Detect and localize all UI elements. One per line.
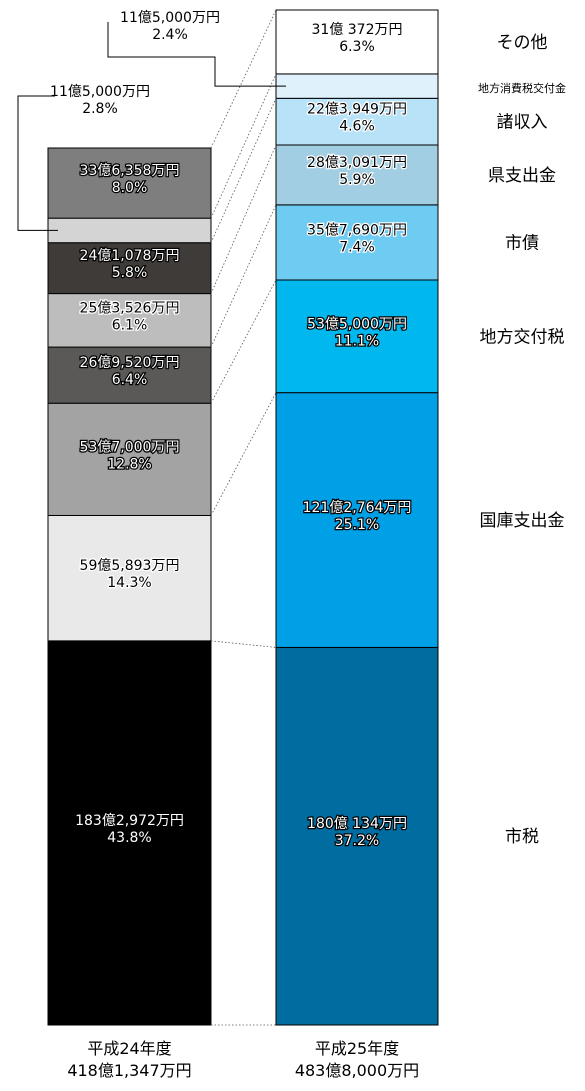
segment-percent: 11.1%	[335, 333, 379, 349]
segment-amount: 26億9,520万円	[80, 355, 180, 371]
segment-percent: 6.1%	[112, 317, 148, 333]
bar-name-label: 平成25年度	[315, 1039, 399, 1058]
category-label-8: その他	[497, 33, 548, 53]
category-label-7: 地方消費税交付金	[478, 81, 566, 95]
bar-segment-2-5	[275, 144, 439, 206]
segment-percent: 2.4%	[152, 27, 188, 43]
segment-data-label: 11億5,000万円 2.8%	[50, 84, 150, 117]
segment-data-label: 183億2,972万円 43.8%	[75, 813, 184, 846]
callout-leader-line	[17, 95, 58, 231]
category-label-3: 地方交付税	[480, 327, 565, 347]
bar-segment-1-6	[47, 242, 212, 295]
bar-segment-1-4	[47, 346, 212, 404]
segment-amount: 22億3,949万円	[307, 102, 407, 118]
bar-segment-2-4	[275, 204, 439, 281]
segment-amount: 121億2,764万円	[303, 500, 412, 516]
segment-percent: 25.1%	[335, 517, 379, 533]
bar-segment-2-8	[275, 9, 439, 75]
segment-amount: 11億5,000万円	[120, 10, 220, 26]
segment-data-label: 31億 372万円 6.3%	[312, 22, 403, 55]
bar-segment-2-1	[275, 646, 439, 1026]
segment-percent: 5.8%	[112, 265, 148, 281]
category-label-5: 県支出金	[488, 166, 556, 186]
segment-data-label: 35億7,690万円 7.4%	[307, 222, 407, 255]
segment-amount: 33億6,358万円	[80, 163, 180, 179]
segment-amount: 183億2,972万円	[75, 813, 184, 829]
segment-percent: 37.2%	[335, 833, 379, 849]
segment-amount: 53億7,000万円	[80, 439, 180, 455]
bar-segment-1-2	[47, 514, 212, 642]
segment-amount: 53億5,000万円	[307, 316, 407, 332]
connector-line	[210, 144, 277, 294]
segment-percent: 12.8%	[107, 456, 151, 472]
bar-segment-1-7	[47, 217, 212, 244]
category-label-2: 国庫支出金	[480, 511, 565, 531]
segment-amount: 24億1,078万円	[80, 248, 180, 264]
bar-segment-1-5	[47, 293, 212, 348]
segment-percent: 4.6%	[339, 119, 375, 135]
segment-data-label: 180億 134万円 37.2%	[307, 816, 407, 849]
segment-data-label: 121億2,764万円 25.1%	[303, 500, 412, 533]
segment-data-label: 53億5,000万円 11.1%	[307, 316, 407, 349]
segment-amount: 180億 134万円	[307, 816, 407, 832]
segment-percent: 6.4%	[112, 372, 148, 388]
segment-data-label: 24億1,078万円 5.8%	[80, 248, 180, 281]
segment-amount: 35億7,690万円	[307, 222, 407, 238]
segment-amount: 28億3,091万円	[307, 155, 407, 171]
bar-segment-2-6	[275, 97, 439, 146]
segment-percent: 43.8%	[107, 830, 151, 846]
category-label-4: 市債	[505, 233, 539, 253]
bar-name-label: 平成24年度	[87, 1039, 171, 1058]
connector-line	[210, 73, 277, 219]
segment-percent: 2.8%	[82, 101, 118, 117]
bar-total-label: 418億1,347万円	[67, 1061, 191, 1080]
bar-segment-1-8	[47, 147, 212, 219]
segment-amount: 59億5,893万円	[80, 558, 180, 574]
connector-line	[210, 98, 277, 243]
segment-percent: 8.0%	[112, 180, 148, 196]
segment-data-label: 28億3,091万円 5.9%	[307, 155, 407, 188]
segment-data-label: 33億6,358万円 8.0%	[80, 163, 180, 196]
segment-percent: 7.4%	[339, 239, 375, 255]
callout-leader-line	[107, 22, 286, 87]
bar-segment-2-3	[275, 279, 439, 394]
category-label-6: 諸収入	[497, 113, 548, 133]
segment-data-label: 59億5,893万円 14.3%	[80, 558, 180, 591]
segment-data-label: 25億3,526万円 6.1%	[80, 300, 180, 333]
bar-total-label: 483億8,000万円	[295, 1061, 419, 1080]
segment-amount: 31億 372万円	[312, 22, 403, 38]
segment-amount: 11億5,000万円	[50, 84, 150, 100]
connector-line	[210, 9, 277, 149]
category-label-1: 市税	[505, 827, 539, 847]
bar-segment-2-7	[275, 73, 439, 99]
segment-percent: 5.9%	[339, 172, 375, 188]
segment-data-label: 22億3,949万円 4.6%	[307, 102, 407, 135]
segment-amount: 25億3,526万円	[80, 300, 180, 316]
connector-line	[210, 279, 277, 404]
connector-line	[210, 392, 277, 516]
segment-data-label: 26億9,520万円 6.4%	[80, 355, 180, 388]
segment-percent: 6.3%	[339, 39, 375, 55]
segment-data-label: 53億7,000万円 12.8%	[80, 439, 180, 472]
bar-segment-2-2	[275, 392, 439, 648]
bar-segment-1-1	[47, 640, 212, 1026]
connector-line	[210, 640, 277, 648]
connector-line	[210, 204, 277, 348]
segment-data-label: 11億5,000万円 2.4%	[120, 10, 220, 43]
segment-percent: 14.3%	[107, 575, 151, 591]
